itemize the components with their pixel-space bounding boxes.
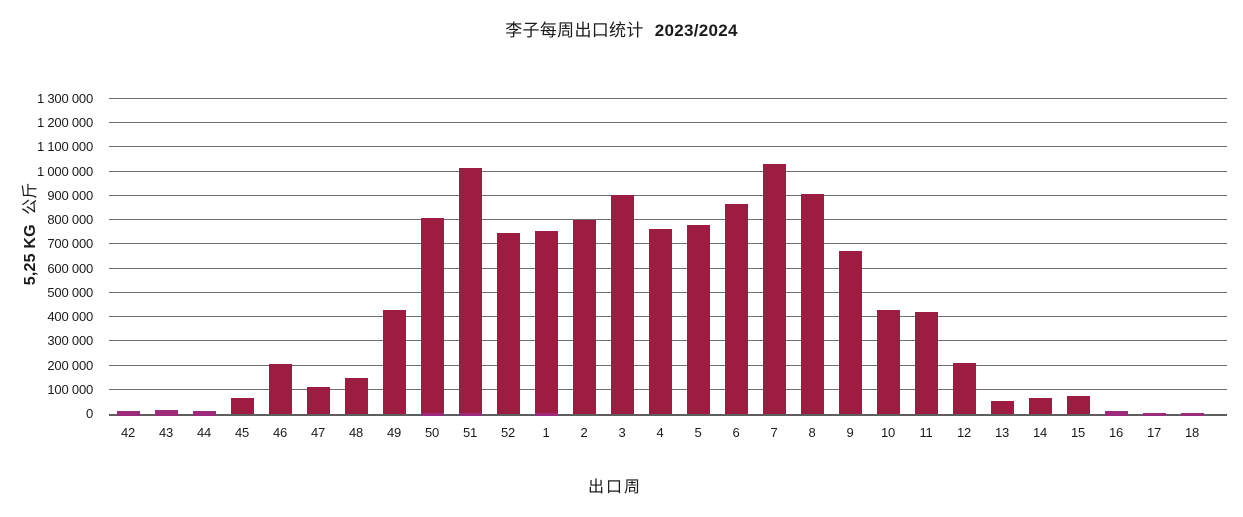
x-tick-label: 11 [919,425,933,440]
x-tick-label: 49 [386,425,402,440]
x-tick-label: 46 [272,425,288,440]
x-tick-label: 9 [846,425,854,440]
gridline [109,122,1227,124]
bar-week-13 [990,401,1014,414]
bar-week-51-magenta [458,412,482,416]
y-tick-label: 900 000 [47,187,93,203]
y-tick-label: 500 000 [47,284,93,300]
x-tick-label: 12 [956,425,972,440]
y-tick-label: 700 000 [47,236,93,252]
gridline [109,98,1227,99]
x-tick-label: 3 [618,425,626,440]
chart-title: 李子每周出口统计 2023/2024 [0,16,1243,41]
bar-week-9 [838,251,862,414]
bar-week-43-magenta [154,410,178,416]
x-tick-label: 7 [770,425,778,440]
y-tick-label: 800 000 [47,212,93,228]
bar-week-47 [306,387,330,414]
x-tick-label: 2 [580,425,588,440]
bar-week-51 [458,168,482,413]
x-tick-label: 14 [1032,425,1048,440]
chart-title-text: 李子每周出口统计 [505,21,644,40]
plot-area [109,98,1227,416]
x-tick-label: 47 [310,425,326,440]
y-tick-label: 600 000 [47,260,93,276]
bar-week-12 [952,362,976,414]
bar-week-11 [914,312,938,414]
bar-week-2 [572,220,596,414]
chart-title-season: 2023/2024 [654,21,738,40]
x-tick-label: 18 [1184,425,1200,440]
bar-week-7 [762,164,786,414]
bar-week-5 [686,225,710,414]
x-tick-label: 44 [196,425,212,440]
x-tick-label: 45 [234,425,250,440]
bar-week-45 [230,397,254,414]
bar-week-52 [496,232,520,414]
y-tick-label: 200 000 [47,357,93,373]
y-tick-label: 100 000 [47,381,93,397]
bar-week-3 [610,194,634,414]
gridline [109,170,1227,172]
x-tick-label: 51 [462,425,478,440]
bar-week-15 [1066,395,1090,414]
y-tick-label: 1 000 000 [36,163,93,179]
y-tick-labels: 0 100 000 200 000 300 000 400 000 500 000 600 … [0,91,101,421]
bar-week-10 [876,309,900,414]
x-tick-label: 4 [656,425,664,440]
bar-week-42-magenta [116,411,140,416]
bar-week-1 [534,231,558,413]
x-tick-label: 48 [348,425,364,440]
bar-week-16-magenta [1104,411,1128,416]
x-tick-label: 42 [120,425,136,440]
bar-week-18-magenta [1180,413,1204,416]
bar-week-4 [648,228,672,414]
y-tick-label: 400 000 [47,309,93,325]
bar-week-6 [724,203,748,414]
y-tick-label: 1 100 000 [36,139,93,155]
bar-week-1-magenta [534,412,558,416]
bar-week-49 [382,310,406,414]
x-tick-label: 15 [1070,425,1086,440]
bar-week-44-magenta [192,410,216,416]
bar-week-50-magenta [420,412,444,416]
gridline [109,219,1227,221]
x-axis-title: 出口周 [587,479,642,496]
bar-week-46 [268,363,292,414]
x-tick-label: 50 [424,425,440,440]
bar-week-17-magenta [1142,413,1166,416]
x-axis-line [109,414,1227,416]
x-tick-label: 8 [808,425,816,440]
x-tick-label: 10 [880,425,896,440]
x-tick-label: 43 [158,425,174,440]
y-tick-label: 0 [85,406,93,421]
y-tick-label: 300 000 [47,333,93,349]
x-tick-labels: 42 43 44 45 46 47 48 49 50 51 52 1 2 3 4 5 6 7 8 9 10 11 12 13 1… [109,425,1227,441]
bar-week-14 [1028,397,1052,414]
bar-week-8 [800,193,824,414]
bar-week-48 [344,377,368,414]
x-tick-label: 16 [1108,425,1124,440]
gridline [109,194,1227,196]
y-tick-label: 1 200 000 [36,115,93,131]
x-tick-label: 13 [994,425,1010,440]
bar-week-50 [420,217,444,413]
gridline [109,146,1227,148]
x-tick-label: 5 [694,425,702,440]
x-tick-label: 17 [1146,425,1162,440]
x-tick-label: 1 [542,425,550,440]
x-tick-label: 52 [500,425,516,440]
x-tick-label: 6 [732,425,740,440]
y-tick-label: 1 300 000 [36,91,93,106]
